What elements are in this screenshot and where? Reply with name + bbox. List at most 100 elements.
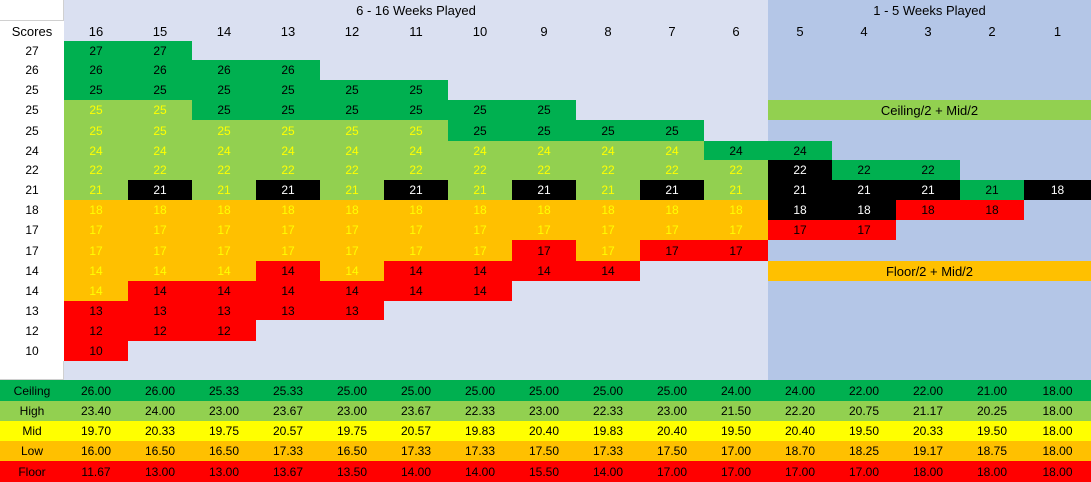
summary-value: 22.00 <box>832 380 896 401</box>
score-cell-value: 14 <box>512 261 576 281</box>
score-label: 26 <box>0 60 64 80</box>
score-cell-value: 26 <box>192 60 256 80</box>
score-cell-value: 17 <box>192 220 256 240</box>
score-cell-value: 21 <box>128 180 192 200</box>
summary-value: 20.40 <box>768 421 832 441</box>
score-label: 12 <box>0 320 64 341</box>
score-cell-value: 22 <box>704 160 768 180</box>
summary-value: 23.67 <box>384 401 448 421</box>
score-cell-value: 22 <box>256 160 320 180</box>
summary-value: 24.00 <box>128 401 192 421</box>
score-cell-value: 13 <box>192 301 256 320</box>
score-cell-value: 13 <box>128 301 192 320</box>
score-cell-value: 17 <box>384 240 448 261</box>
score-cell-value: 14 <box>448 281 512 301</box>
score-cell-value: 21 <box>960 180 1024 200</box>
summary-value: 25.00 <box>384 380 448 401</box>
score-cell-value: 22 <box>832 160 896 180</box>
summary-value: 17.33 <box>448 441 512 461</box>
week-header: 14 <box>216 23 232 39</box>
score-cell-value: 24 <box>64 141 128 160</box>
summary-value: 18.00 <box>1024 421 1091 441</box>
score-cell-value: 21 <box>384 180 448 200</box>
summary-value: 17.33 <box>256 441 320 461</box>
summary-value: 17.50 <box>512 441 576 461</box>
score-label: 17 <box>0 240 64 261</box>
summary-value: 13.67 <box>256 461 320 482</box>
score-cell-value: 17 <box>192 240 256 261</box>
summary-label: Ceiling <box>0 380 64 401</box>
score-cell-value: 17 <box>512 220 576 240</box>
week-header: 11 <box>409 23 423 39</box>
score-cell-value: 17 <box>256 240 320 261</box>
score-cell-value: 18 <box>384 200 448 220</box>
score-cell-value: 24 <box>512 141 576 160</box>
score-cell-value: 17 <box>640 240 704 261</box>
score-cell-value: 13 <box>320 301 384 320</box>
week-header: 15 <box>152 23 168 39</box>
week-header: 16 <box>88 23 104 39</box>
summary-value: 20.40 <box>640 421 704 441</box>
score-label: 27 <box>0 41 64 60</box>
summary-value: 20.57 <box>384 421 448 441</box>
summary-value: 11.67 <box>64 461 128 482</box>
section-title-left: 6 - 16 Weeks Played <box>356 3 476 18</box>
score-cell-value: 21 <box>192 180 256 200</box>
summary-value: 19.75 <box>320 421 384 441</box>
score-cell-value: 21 <box>832 180 896 200</box>
score-cell-value: 14 <box>448 261 512 281</box>
score-cell-value: 10 <box>64 341 128 361</box>
score-cell-value: 25 <box>256 80 320 100</box>
score-cell-value: 17 <box>256 220 320 240</box>
summary-value: 25.00 <box>448 380 512 401</box>
score-cell-value: 14 <box>256 261 320 281</box>
score-cell-value: 22 <box>128 160 192 180</box>
summary-value: 14.00 <box>448 461 512 482</box>
score-cell-value: 14 <box>64 261 128 281</box>
score-cell-value: 22 <box>640 160 704 180</box>
score-label: 25 <box>0 100 64 120</box>
summary-value: 25.33 <box>192 380 256 401</box>
summary-value: 20.75 <box>832 401 896 421</box>
score-cell-value: 17 <box>640 220 704 240</box>
summary-value: 17.00 <box>704 441 768 461</box>
score-cell-value: 22 <box>448 160 512 180</box>
score-cell-value: 26 <box>256 60 320 80</box>
score-label: 17 <box>0 220 64 240</box>
score-cell-value: 25 <box>640 120 704 141</box>
score-label: 14 <box>0 261 64 281</box>
score-cell-value: 22 <box>576 160 640 180</box>
summary-value: 25.00 <box>576 380 640 401</box>
score-cell-value: 18 <box>640 200 704 220</box>
summary-value: 19.50 <box>960 421 1024 441</box>
score-cell-value: 14 <box>192 261 256 281</box>
score-cell-value: 18 <box>128 200 192 220</box>
score-cell-value: 18 <box>1024 180 1091 200</box>
summary-value: 16.50 <box>192 441 256 461</box>
summary-value: 18.00 <box>960 461 1024 482</box>
score-cell-value: 22 <box>768 160 832 180</box>
score-cell-value: 17 <box>128 220 192 240</box>
score-cell-value: 25 <box>256 100 320 120</box>
score-cell-value: 24 <box>192 141 256 160</box>
score-cell-value: 18 <box>192 200 256 220</box>
summary-value: 14.00 <box>576 461 640 482</box>
score-cell-value: 12 <box>128 320 192 341</box>
score-cell-value: 25 <box>576 120 640 141</box>
score-cell-value: 18 <box>704 200 768 220</box>
week-header: 1 <box>1053 23 1062 39</box>
week-header: 5 <box>796 23 804 39</box>
score-cell-value: 21 <box>448 180 512 200</box>
score-cell-value: 14 <box>128 261 192 281</box>
score-cell-value: 17 <box>320 240 384 261</box>
score-cell-value: 14 <box>128 281 192 301</box>
score-cell-value: 17 <box>704 240 768 261</box>
summary-value: 20.25 <box>960 401 1024 421</box>
summary-label: Mid <box>0 421 64 441</box>
summary-value: 20.33 <box>896 421 960 441</box>
score-cell-value: 21 <box>768 180 832 200</box>
summary-value: 18.70 <box>768 441 832 461</box>
score-cell-value: 12 <box>64 320 128 341</box>
score-cell-value: 27 <box>128 41 192 60</box>
score-cell-value: 17 <box>576 220 640 240</box>
